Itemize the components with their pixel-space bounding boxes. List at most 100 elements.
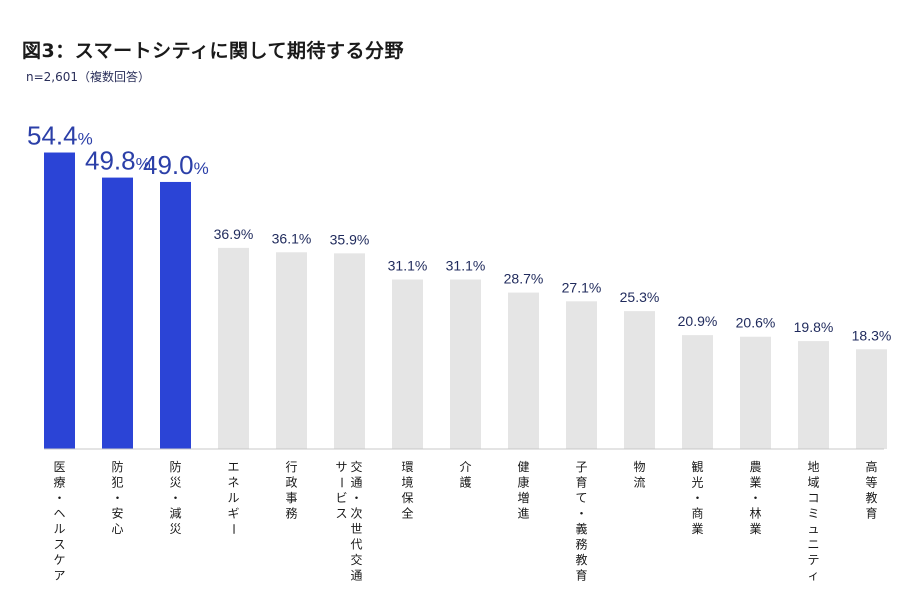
category-char: 務 bbox=[285, 507, 297, 521]
bar-2 bbox=[102, 177, 133, 449]
bars-group bbox=[44, 152, 887, 449]
category-char: 次 bbox=[350, 507, 362, 521]
category-char: ス bbox=[53, 538, 65, 552]
category-char: 業 bbox=[691, 522, 703, 536]
category-char: 等 bbox=[865, 476, 877, 490]
value-label-12: 20.9% bbox=[678, 313, 718, 329]
category-char: 医 bbox=[53, 460, 65, 474]
category-char: 防 bbox=[111, 459, 123, 474]
category-char: ネ bbox=[227, 476, 239, 490]
value-label-15: 18.3% bbox=[852, 327, 892, 343]
bar-13 bbox=[740, 336, 771, 449]
category-char: 育 bbox=[575, 475, 587, 490]
category-char: ビ bbox=[335, 491, 347, 505]
category-char: 育 bbox=[575, 568, 587, 583]
value-label-11: 25.3% bbox=[620, 289, 660, 305]
category-char: ・ bbox=[350, 491, 362, 505]
category-label-8: 介護 bbox=[459, 460, 471, 490]
category-label-13: 農業・林業 bbox=[749, 460, 761, 536]
bar-8 bbox=[450, 279, 481, 449]
category-char: 農 bbox=[749, 460, 761, 474]
category-char: 介 bbox=[459, 460, 471, 474]
category-char: 代 bbox=[350, 538, 362, 552]
category-char: ・ bbox=[111, 491, 123, 505]
value-label-9: 28.7% bbox=[504, 271, 544, 287]
category-char: ュ bbox=[807, 522, 819, 536]
chart-title: 図3：スマートシティに関して期待する分野 bbox=[22, 40, 404, 62]
category-labels-group: 医療・ヘルスケア防犯・安心防災・減災エネルギー行政事務交通・次世代交通サービス環… bbox=[53, 459, 877, 583]
category-char: ニ bbox=[807, 538, 819, 552]
category-char: 健 bbox=[517, 460, 529, 474]
category-char: 境 bbox=[401, 475, 413, 490]
category-char: ー bbox=[335, 476, 349, 488]
category-char: 義 bbox=[575, 521, 587, 536]
category-label-3: 防災・減災 bbox=[169, 459, 181, 536]
category-char: ミ bbox=[807, 507, 819, 521]
category-char: 観 bbox=[691, 460, 703, 474]
category-char: ・ bbox=[575, 507, 587, 521]
value-label-1: 54.4% bbox=[27, 121, 93, 151]
category-char: 災 bbox=[169, 522, 181, 536]
category-char: 療 bbox=[53, 476, 65, 490]
category-char: ル bbox=[227, 491, 239, 505]
category-char: 高 bbox=[865, 459, 877, 474]
category-char: 災 bbox=[169, 476, 181, 490]
category-char: コ bbox=[807, 491, 819, 505]
category-char: ・ bbox=[53, 491, 65, 505]
category-char: 減 bbox=[169, 506, 181, 521]
category-char: 通 bbox=[350, 476, 362, 490]
bar-15 bbox=[856, 349, 887, 449]
category-char: 教 bbox=[865, 490, 877, 505]
category-char: 政 bbox=[285, 476, 297, 490]
category-char: 域 bbox=[807, 476, 819, 490]
category-char: ・ bbox=[691, 491, 703, 505]
bar-9 bbox=[508, 292, 539, 449]
category-char: 通 bbox=[350, 569, 362, 583]
category-char: ル bbox=[53, 522, 65, 536]
category-char: 康 bbox=[517, 475, 529, 490]
category-char: 全 bbox=[401, 506, 413, 521]
category-char: サ bbox=[335, 460, 347, 474]
category-char: 育 bbox=[865, 506, 877, 521]
category-label-12: 観光・商業 bbox=[691, 460, 703, 536]
category-char: 流 bbox=[633, 476, 645, 490]
category-char: ・ bbox=[169, 491, 181, 505]
category-char: ー bbox=[227, 523, 241, 535]
category-char: 事 bbox=[285, 491, 297, 505]
category-char: 子 bbox=[575, 460, 587, 474]
bar-14 bbox=[798, 341, 829, 449]
category-char: 教 bbox=[575, 552, 587, 567]
category-char: 業 bbox=[749, 476, 761, 490]
category-char: テ bbox=[807, 553, 819, 567]
value-label-13: 20.6% bbox=[736, 315, 776, 331]
value-label-4: 36.9% bbox=[214, 226, 254, 242]
value-label-3: 49.0% bbox=[143, 150, 209, 180]
category-label-2: 防犯・安心 bbox=[111, 459, 123, 536]
category-char: 増 bbox=[517, 491, 529, 505]
category-char: 安 bbox=[111, 506, 123, 521]
category-char: 交 bbox=[350, 552, 362, 567]
category-char: 光 bbox=[691, 476, 703, 490]
category-char: 交 bbox=[350, 459, 362, 474]
category-char: 行 bbox=[285, 460, 297, 474]
value-label-7: 31.1% bbox=[388, 258, 428, 274]
category-char: 地 bbox=[807, 460, 819, 474]
bar-4 bbox=[218, 247, 249, 449]
chart-subtitle: n=2,601（複数回答） bbox=[26, 70, 151, 84]
category-char: て bbox=[575, 491, 587, 505]
bar-11 bbox=[624, 311, 655, 449]
bar-10 bbox=[566, 301, 597, 449]
category-char: ィ bbox=[807, 569, 819, 583]
category-char: ス bbox=[335, 507, 347, 521]
category-char: 環 bbox=[401, 460, 413, 474]
value-label-5: 36.1% bbox=[272, 230, 312, 246]
